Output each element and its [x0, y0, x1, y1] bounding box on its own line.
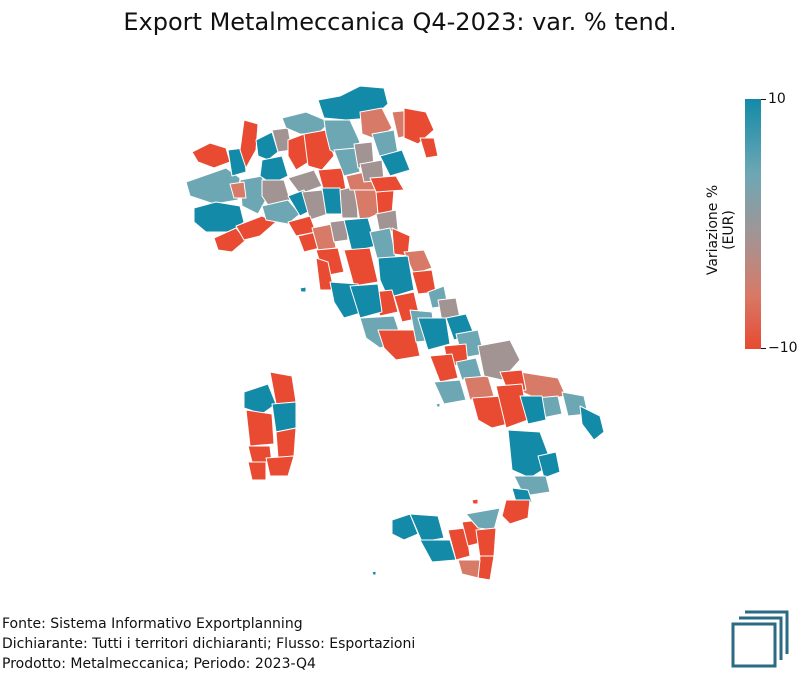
island-pantelleria: [371, 570, 377, 576]
region-aosta: [191, 142, 231, 169]
footer-product: Prodotto: Metalmeccanica; Periodo: 2023-…: [2, 656, 316, 672]
region-cagliari: [265, 455, 295, 477]
region-nuoro: [271, 401, 297, 433]
region-ogliastra: [275, 427, 297, 459]
region-siena: [343, 247, 379, 287]
colorbar-min-label: −10: [768, 340, 798, 356]
region-viterbo: [349, 283, 383, 319]
region-ravenna: [375, 189, 395, 215]
region-asti: [229, 181, 247, 199]
region-trapani: [391, 513, 419, 541]
colorbar-axis-label: Variazione % (EUR): [705, 184, 737, 276]
region-brescia: [303, 129, 335, 171]
region-oristano: [245, 409, 275, 447]
island-elba: [299, 286, 307, 293]
region-caserta: [429, 353, 459, 383]
region-liguria-west: [235, 215, 277, 241]
region-vibo: [511, 487, 533, 503]
region-reggio: [321, 187, 343, 215]
region-latina: [377, 329, 421, 361]
island-capri: [435, 402, 441, 408]
region-piemonte-north: [185, 167, 241, 205]
footer-declarant: Dichiarante: Tutti i territori dichiaran…: [2, 636, 416, 652]
region-varese: [255, 131, 279, 161]
region-catania: [475, 527, 497, 559]
footer-source: Fonte: Sistema Informativo Exportplannin…: [2, 616, 303, 632]
region-pistoia: [329, 219, 349, 243]
region-foggia: [477, 339, 521, 381]
region-siracusa: [477, 555, 495, 581]
region-venezia: [379, 149, 411, 177]
region-cuneo-south: [213, 227, 247, 253]
region-palermo: [409, 513, 445, 543]
region-ancona: [403, 249, 433, 275]
region-ragusa: [457, 559, 481, 579]
region-carbonia: [247, 461, 267, 481]
region-lecce: [579, 405, 605, 441]
colorbar-tick-max: [761, 99, 766, 100]
region-matera: [519, 395, 547, 425]
exportplanning-logo-icon: [731, 610, 789, 668]
map-title: Export Metalmeccanica Q4-2023: var. % te…: [123, 8, 677, 36]
region-avellino: [463, 375, 495, 401]
region-napoli: [433, 379, 467, 405]
colorbar: [745, 99, 761, 349]
region-agrigento: [419, 539, 457, 563]
region-vercelli: [239, 119, 259, 169]
region-sassari: [243, 383, 277, 415]
region-alessandria: [239, 175, 269, 215]
region-crotone: [537, 451, 561, 479]
colorbar-tick-min: [761, 348, 766, 349]
island-eolie: [471, 498, 479, 505]
region-perugia: [377, 255, 415, 299]
colorbar-max-label: 10: [768, 91, 786, 107]
footer-notes: Fonte: Sistema Informativo Exportplannin…: [2, 614, 415, 674]
region-verona: [333, 147, 361, 177]
region-laquila: [417, 317, 451, 351]
region-rovigo: [369, 175, 405, 193]
region-genova: [261, 199, 301, 225]
region-gorizia: [419, 137, 439, 159]
region-reggio-calabria: [501, 499, 531, 525]
region-caltanissetta: [447, 527, 471, 561]
region-udine: [403, 107, 435, 145]
